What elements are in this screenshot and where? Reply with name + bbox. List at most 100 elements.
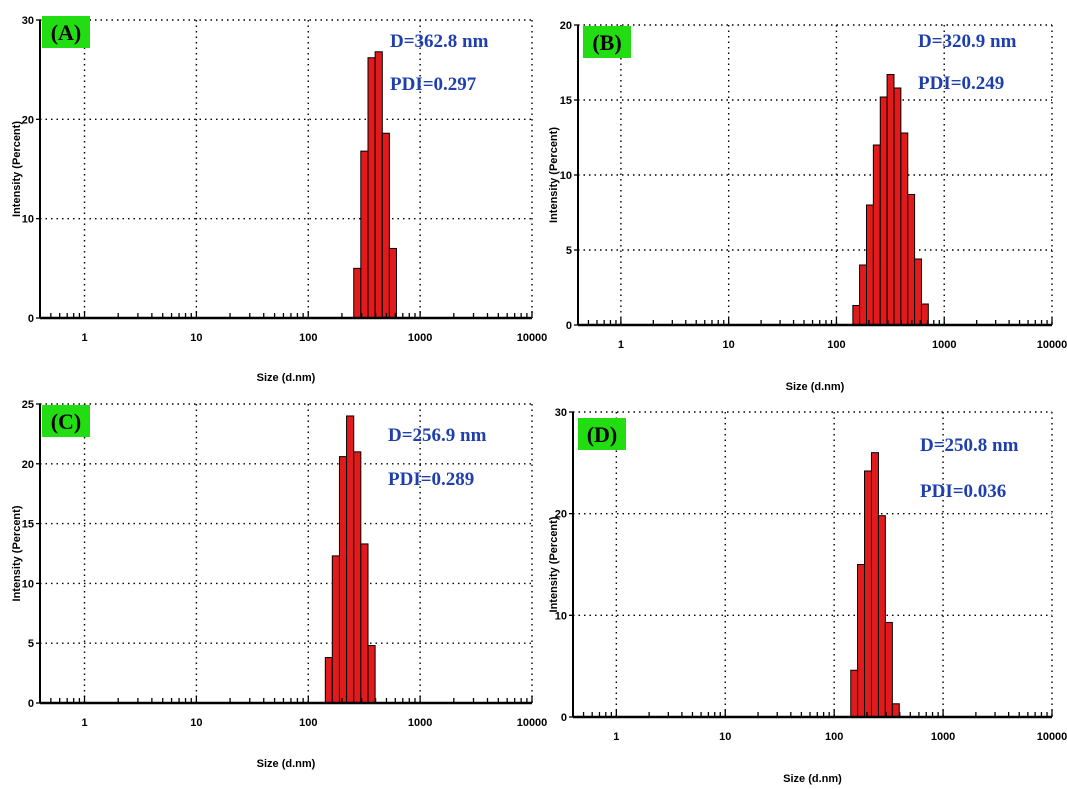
y-tick-label: 15 bbox=[22, 519, 34, 531]
chart-panel-d: 1 10 100 1000 10000 0 10 20 30 Size (d.nm) Intensi… bbox=[548, 407, 1067, 785]
chart-panel-a: 1 10 100 1000 10000 0 10 20 30 Size (d.nm) Intensi… bbox=[11, 15, 547, 384]
histogram-bar bbox=[360, 543, 369, 704]
y-tick-label: 5 bbox=[566, 245, 572, 257]
x-tick-label: 10000 bbox=[1037, 339, 1067, 351]
x-axis-title: Size (d.nm) bbox=[783, 773, 842, 785]
y-tick-label: 25 bbox=[22, 399, 34, 411]
x-tick-label: 100 bbox=[299, 717, 317, 729]
panel-label: (A) bbox=[42, 16, 90, 48]
y-tick-label: 20 bbox=[560, 20, 572, 32]
diameter-annotation: D=362.8 nm bbox=[390, 31, 489, 52]
y-tick-label: 0 bbox=[28, 698, 34, 710]
pdi-annotation: PDI=0.289 bbox=[388, 469, 474, 490]
y-tick-label: 20 bbox=[22, 114, 34, 126]
panel-label-text: (B) bbox=[592, 30, 621, 55]
histogram-bar bbox=[900, 132, 909, 326]
x-tick-label: 10000 bbox=[517, 332, 548, 344]
x-tick-label: 10 bbox=[723, 339, 735, 351]
histogram-bar bbox=[388, 247, 398, 319]
histogram-bar bbox=[865, 204, 874, 326]
x-axis-title: Size (d.nm) bbox=[786, 381, 845, 393]
panel-label-text: (C) bbox=[51, 409, 82, 434]
diameter-annotation: D=320.9 nm bbox=[918, 31, 1017, 52]
x-tick-label: 1 bbox=[618, 339, 624, 351]
panel-label-background bbox=[42, 16, 90, 48]
x-tick-label: 10000 bbox=[517, 717, 548, 729]
histogram-bar bbox=[859, 264, 867, 326]
x-axis-title: Size (d.nm) bbox=[257, 758, 316, 770]
x-tick-label: 1000 bbox=[931, 731, 955, 743]
panel-label-background bbox=[42, 405, 90, 437]
y-tick-label: 0 bbox=[566, 320, 572, 332]
panel-label: (D) bbox=[578, 418, 626, 450]
histogram-bar bbox=[381, 132, 390, 319]
histogram-bar bbox=[870, 452, 879, 718]
histogram-bar bbox=[884, 621, 893, 718]
histogram-bar bbox=[331, 555, 340, 704]
y-tick-label: 15 bbox=[560, 95, 572, 107]
y-tick-label: 10 bbox=[22, 214, 34, 226]
x-tick-label: 10 bbox=[190, 332, 202, 344]
histogram-bar bbox=[893, 87, 902, 326]
diameter-annotation: D=256.9 nm bbox=[388, 425, 487, 446]
x-tick-label: 100 bbox=[299, 332, 317, 344]
y-tick-label: 10 bbox=[22, 578, 34, 590]
histogram-bar bbox=[864, 470, 872, 718]
histogram-bar bbox=[852, 305, 861, 326]
y-tick-label: 0 bbox=[561, 712, 567, 724]
histogram-bar bbox=[879, 96, 888, 326]
chart-panel-c: 1 10 100 1000 10000 0 5 10 15 20 25 Size (d.nm) Inte… bbox=[11, 399, 547, 770]
y-tick-label: 0 bbox=[28, 313, 34, 325]
y-tick-label: 5 bbox=[28, 638, 34, 650]
x-tick-label: 10 bbox=[190, 717, 202, 729]
histogram-bar bbox=[872, 144, 881, 326]
histogram-bar bbox=[367, 645, 376, 704]
histogram-bar bbox=[886, 74, 895, 326]
y-axis-title: Intensity (Percent) bbox=[11, 121, 23, 217]
histogram-bar bbox=[367, 57, 376, 319]
panel-label-background bbox=[583, 26, 631, 58]
panel-label-text: (D) bbox=[587, 422, 618, 447]
x-tick-label: 100 bbox=[825, 731, 843, 743]
x-tick-label: 1000 bbox=[932, 339, 956, 351]
histogram-bar bbox=[877, 515, 886, 718]
pdi-annotation: PDI=0.249 bbox=[918, 73, 1004, 94]
histogram-bar bbox=[857, 564, 866, 718]
pdi-annotation: PDI=0.036 bbox=[920, 481, 1006, 502]
y-axis-title: Intensity (Percent) bbox=[548, 516, 560, 612]
diameter-annotation: D=250.8 nm bbox=[920, 435, 1019, 456]
y-tick-label: 20 bbox=[555, 509, 567, 521]
histogram-bar bbox=[374, 51, 383, 319]
x-tick-label: 1000 bbox=[408, 332, 432, 344]
y-tick-label: 10 bbox=[560, 170, 572, 182]
panel-label-background bbox=[578, 418, 626, 450]
histogram-bar bbox=[324, 657, 333, 704]
panel-label-text: (A) bbox=[51, 20, 82, 45]
histogram-bar bbox=[353, 451, 362, 704]
histogram-bar bbox=[850, 669, 859, 718]
y-tick-label: 30 bbox=[555, 407, 567, 419]
panel-label: (C) bbox=[42, 405, 90, 437]
x-tick-label: 100 bbox=[827, 339, 845, 351]
panel-label: (B) bbox=[583, 26, 631, 58]
chart-panel-b: 1 10 100 1000 10000 0 5 10 15 20 Size (d.nm) Intens… bbox=[548, 20, 1067, 393]
y-tick-label: 10 bbox=[555, 610, 567, 622]
y-axis-title: Intensity (Percent) bbox=[11, 505, 23, 601]
histogram-bar bbox=[914, 258, 922, 326]
y-tick-label: 30 bbox=[22, 15, 34, 27]
x-tick-label: 1 bbox=[613, 731, 619, 743]
y-axis-title: Intensity (Percent) bbox=[548, 127, 560, 223]
histogram-bar bbox=[338, 456, 348, 704]
x-tick-label: 10000 bbox=[1037, 731, 1067, 743]
pdi-annotation: PDI=0.297 bbox=[390, 74, 477, 95]
histogram-bar bbox=[346, 415, 355, 704]
x-tick-label: 1 bbox=[81, 332, 87, 344]
histogram-bar bbox=[907, 194, 916, 326]
x-tick-label: 1000 bbox=[408, 717, 432, 729]
histogram-bar bbox=[360, 150, 369, 319]
x-axis-title: Size (d.nm) bbox=[257, 372, 316, 384]
histogram-bar bbox=[891, 703, 900, 718]
histogram-bar bbox=[353, 267, 362, 319]
x-tick-label: 1 bbox=[81, 717, 87, 729]
